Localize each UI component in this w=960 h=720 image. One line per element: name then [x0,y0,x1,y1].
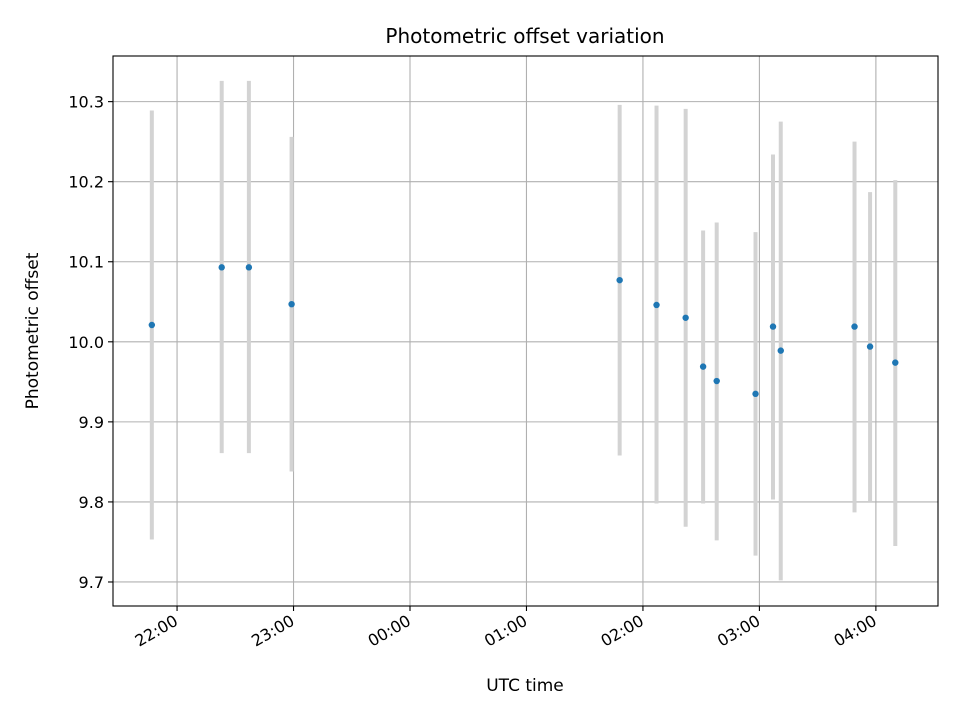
data-point [777,347,784,354]
x-tick-label: 00:00 [365,611,414,651]
y-tick-label: 9.7 [79,573,104,592]
data-point [769,323,777,330]
data-point [713,377,720,385]
y-axis-label: Photometric offset [23,252,43,409]
x-tick-label: 02:00 [598,611,647,651]
y-tick-label: 9.9 [79,413,104,432]
x-tick-label: 04:00 [830,611,879,651]
x-axis-ticks: 22:00 23:00 00:00 01:00 02:00 03:00 04:00 [132,606,880,651]
error-bars [149,80,898,581]
y-tick-label: 9.8 [79,493,104,512]
x-tick-label: 23:00 [248,611,297,651]
y-axis-ticks: 9.7 9.8 9.9 10.0 10.1 10.2 10.3 [68,93,113,592]
data-point [866,343,874,350]
x-axis-label: UTC time [486,676,564,696]
data-point [892,359,899,366]
y-tick-label: 10.1 [68,253,104,272]
data-point [245,264,253,271]
chart-title: Photometric offset variation [385,24,664,48]
y-tick-label: 10.0 [68,333,104,352]
data-point [653,301,660,309]
data-point [682,314,689,321]
data-point [752,390,759,398]
data-point [288,300,295,308]
data-point [851,323,858,330]
grid-lines [113,56,938,606]
x-tick-label: 01:00 [481,611,530,651]
data-point [699,363,707,370]
x-tick-label: 03:00 [714,611,763,651]
data-point [148,321,156,329]
x-tick-label: 22:00 [132,611,181,651]
plot-frame [112,55,939,607]
y-tick-label: 10.2 [68,173,104,192]
data-point [616,276,623,284]
y-tick-label: 10.3 [68,93,104,112]
data-points [148,264,899,398]
data-point [218,264,225,271]
